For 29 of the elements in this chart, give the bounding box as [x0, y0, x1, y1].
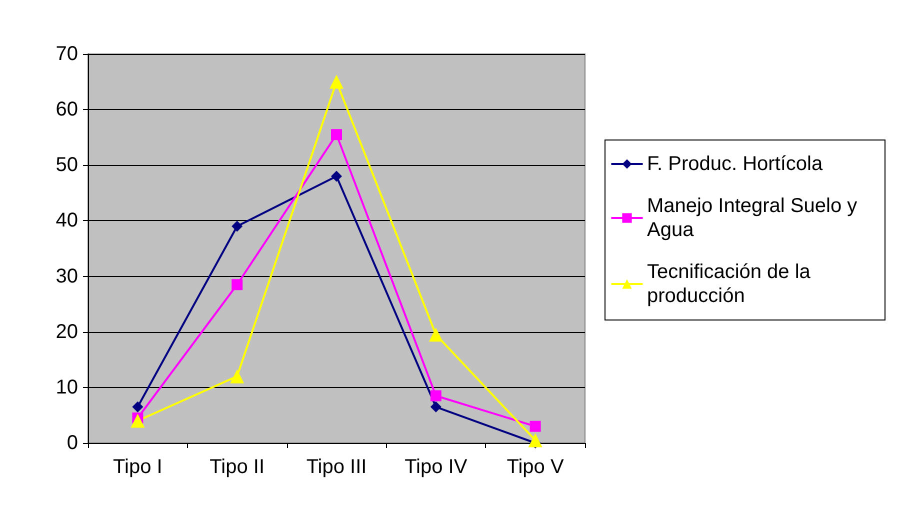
- point: [132, 401, 144, 412]
- y-tick-label: 0: [66, 432, 78, 454]
- point: [331, 170, 342, 182]
- legend-label: F. Produc. Hortícola: [647, 153, 824, 175]
- x-tick-label: Tipo V: [506, 456, 564, 478]
- point: [130, 414, 145, 428]
- x-tick-label: Tipo III: [306, 456, 367, 478]
- point: [530, 420, 541, 432]
- point: [330, 74, 344, 89]
- point: [430, 401, 442, 412]
- y-tick-label: 60: [56, 98, 78, 121]
- point: [232, 279, 243, 290]
- point: [230, 369, 244, 384]
- point: [430, 390, 442, 402]
- y-tick-label: 70: [56, 43, 78, 65]
- y-tick-label: 20: [56, 320, 78, 343]
- point: [428, 328, 443, 342]
- y-tick-label: 30: [56, 265, 78, 288]
- legend-label: Manejo Integral Suelo y Agua: [647, 195, 863, 241]
- point: [232, 220, 243, 232]
- point: [528, 433, 542, 448]
- legend-label: Tecnificación de la producción: [647, 261, 816, 307]
- y-tick-label: 40: [56, 210, 78, 232]
- y-tick-label: 50: [56, 154, 78, 176]
- x-tick-label: Tipo I: [113, 456, 162, 478]
- x-tick-label: Tipo II: [210, 456, 265, 478]
- y-tick-label: 10: [56, 376, 78, 398]
- point: [331, 129, 342, 140]
- x-tick-label: Tipo IV: [404, 456, 468, 478]
